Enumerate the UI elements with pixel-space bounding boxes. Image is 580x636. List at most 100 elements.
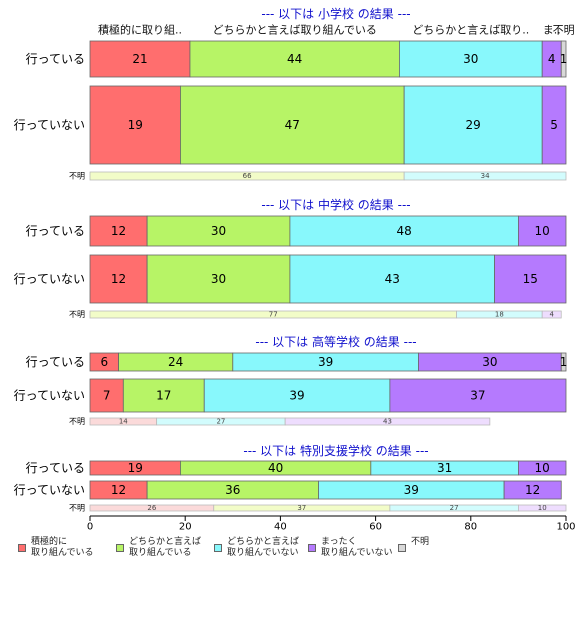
row-label: 行っていない — [14, 483, 85, 497]
data-label: 6 — [100, 355, 108, 369]
data-label: 5 — [550, 118, 558, 132]
bar-segment — [560, 40, 567, 78]
data-label: 66 — [243, 172, 252, 180]
data-label: 12 — [111, 224, 126, 238]
category-header-label: 積極的に取り組.. — [98, 23, 182, 37]
bar-segment — [403, 85, 543, 165]
category-header-label: どちらかと言えば取り.. — [412, 24, 529, 37]
data-label: 15 — [523, 272, 538, 286]
data-label: 37 — [297, 504, 306, 512]
data-label: 47 — [285, 118, 300, 132]
data-label: 14 — [119, 418, 128, 426]
data-label: 44 — [287, 52, 302, 66]
data-label: 29 — [466, 118, 481, 132]
x-tick-label: 100 — [556, 522, 575, 533]
data-label: 12 — [111, 483, 126, 497]
data-label: 12 — [111, 272, 126, 286]
bar-segment — [560, 352, 567, 372]
data-label: 10 — [535, 461, 550, 475]
bar-segment — [398, 40, 543, 78]
data-label: 10 — [535, 224, 550, 238]
legend-label: 積極的に 取り組んでいる — [31, 537, 94, 558]
row-label: 不明 — [69, 417, 85, 426]
x-tick-label: 40 — [274, 522, 287, 533]
category-header-label: ま.. — [543, 24, 561, 37]
legend-swatch — [18, 544, 26, 552]
group-title: --- 以下は 小学校 の結果 --- — [261, 6, 410, 21]
bar-segment — [122, 378, 205, 413]
legend-label: まったく 取り組んでいない — [321, 537, 393, 558]
bar-segment — [284, 417, 491, 426]
data-label: 48 — [397, 224, 412, 238]
row-label: 行っている — [26, 224, 85, 238]
group-title: --- 以下は 特別支援学校 の結果 --- — [243, 443, 428, 458]
data-label: 1 — [560, 355, 568, 369]
row-label: 不明 — [69, 310, 85, 319]
data-label: 4 — [549, 311, 554, 319]
row-label: 行っていない — [14, 118, 85, 132]
data-label: 31 — [437, 461, 452, 475]
row-label: 不明 — [69, 504, 85, 513]
bar-segment — [89, 40, 191, 78]
bar-segment — [494, 254, 567, 304]
data-label: 4 — [548, 52, 556, 66]
legend-swatch — [214, 544, 222, 552]
data-label: 30 — [482, 355, 497, 369]
data-label: 17 — [156, 389, 171, 403]
data-label: 24 — [168, 355, 183, 369]
bar-segment — [180, 85, 405, 165]
data-label: 19 — [128, 118, 143, 132]
bar-segment — [518, 504, 567, 512]
row-label: 行っている — [26, 355, 85, 369]
data-label: 27 — [216, 418, 225, 426]
bar-segment — [146, 215, 291, 247]
data-label: 1 — [560, 52, 568, 66]
bar-segment — [289, 254, 496, 304]
data-label: 12 — [525, 483, 540, 497]
data-label: 39 — [289, 389, 304, 403]
row-label: 行っている — [26, 52, 85, 66]
x-tick-label: 80 — [464, 522, 477, 533]
legend-swatch — [398, 544, 406, 552]
row-label: 行っている — [26, 461, 85, 475]
data-label: 37 — [470, 389, 485, 403]
legend-swatch — [308, 544, 316, 552]
x-tick-label: 60 — [369, 522, 382, 533]
data-label: 27 — [450, 504, 459, 512]
bar-segment — [89, 215, 148, 247]
x-tick-label: 0 — [87, 522, 93, 533]
bar-segment — [541, 85, 567, 165]
bar-segment — [189, 40, 400, 78]
bar-segment — [541, 310, 562, 319]
data-label: 26 — [147, 504, 156, 512]
data-label: 77 — [269, 311, 278, 319]
bar-segment — [146, 254, 291, 304]
row-label: 行っていない — [14, 389, 85, 403]
data-label: 34 — [481, 172, 490, 180]
data-label: 19 — [128, 461, 143, 475]
legend-label: どちらかと言えば 取り組んでいない — [227, 537, 300, 558]
legend-label: 不明 — [411, 537, 430, 547]
bar-segment — [503, 480, 562, 500]
data-label: 39 — [404, 483, 419, 497]
data-label: 10 — [538, 504, 547, 512]
data-label: 7 — [103, 389, 111, 403]
data-label: 30 — [211, 224, 226, 238]
bar-segment — [289, 215, 519, 247]
data-label: 36 — [225, 483, 240, 497]
data-label: 43 — [385, 272, 400, 286]
group-title: --- 以下は 高等学校 の結果 --- — [255, 334, 416, 349]
data-label: 43 — [383, 418, 392, 426]
row-label: 行っていない — [14, 272, 85, 286]
data-label: 21 — [132, 52, 147, 66]
legend-label: どちらかと言えば 取り組んでいる — [129, 537, 202, 558]
category-header-label: どちらかと言えば取り組んでいる — [212, 24, 376, 37]
bar-segment — [403, 171, 567, 181]
bar-segment — [389, 378, 567, 413]
data-label: 39 — [318, 355, 333, 369]
data-label: 18 — [495, 311, 504, 319]
bar-segment — [203, 378, 391, 413]
category-header-label: 不明 — [553, 24, 575, 37]
bar-segment — [518, 215, 567, 247]
